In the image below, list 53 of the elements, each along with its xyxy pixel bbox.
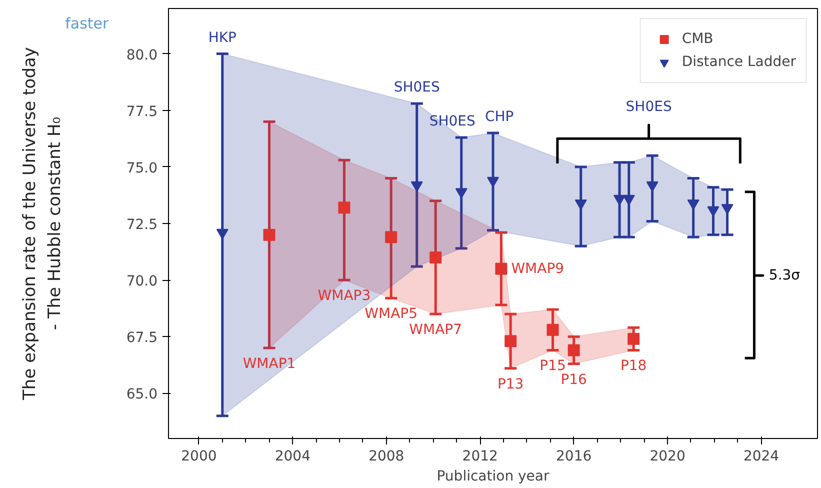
legend-label: Distance Ladder bbox=[682, 54, 796, 70]
y-tick-label: 80.0 bbox=[126, 47, 158, 64]
point bbox=[504, 335, 517, 348]
x-tick-label: 2024 bbox=[743, 448, 780, 464]
point bbox=[338, 202, 350, 214]
annotation: SH0ES bbox=[394, 80, 440, 96]
point bbox=[263, 228, 276, 241]
point bbox=[385, 231, 398, 244]
point bbox=[495, 262, 508, 275]
point bbox=[546, 324, 559, 336]
y-tick-label: 67.5 bbox=[126, 330, 158, 346]
x-tick-label: 2012 bbox=[462, 448, 498, 464]
point bbox=[430, 251, 442, 264]
x-axis-title: Publication year bbox=[436, 468, 550, 484]
point bbox=[687, 199, 700, 210]
annotation: WMAP9 bbox=[511, 260, 564, 277]
point bbox=[216, 228, 228, 240]
point bbox=[455, 188, 468, 199]
y-tick-label: 65.0 bbox=[126, 386, 158, 403]
annotation: SH0ES bbox=[626, 99, 672, 116]
point bbox=[628, 332, 640, 345]
point bbox=[646, 181, 658, 192]
x-tick-label: 2004 bbox=[274, 448, 311, 464]
x-tick-label: 2020 bbox=[650, 448, 686, 464]
point bbox=[568, 344, 580, 356]
annotation: WMAP7 bbox=[409, 322, 462, 338]
x-tick-label: 2008 bbox=[368, 448, 404, 464]
annotation: WMAP3 bbox=[318, 288, 371, 304]
y-tick-label: 72.5 bbox=[126, 217, 158, 233]
x-tick-label: 2016 bbox=[556, 448, 592, 464]
text: The expansion rate of the Universe today - The Hubble constant H₀ bbox=[20, 47, 65, 401]
point bbox=[410, 181, 423, 192]
annotation: P13 bbox=[497, 376, 524, 392]
y-tick-label: 77.5 bbox=[126, 104, 158, 120]
annotation: SH0ES bbox=[429, 114, 476, 130]
annotation: P18 bbox=[620, 358, 647, 374]
legend-label: CMB bbox=[682, 31, 714, 47]
annotation: HKP bbox=[208, 30, 236, 46]
point bbox=[622, 194, 635, 206]
annotation: P15 bbox=[540, 358, 566, 374]
annotation: WMAP5 bbox=[364, 306, 418, 322]
point bbox=[487, 176, 499, 188]
y-tick-label: 70.0 bbox=[126, 274, 158, 290]
annotation: P16 bbox=[560, 372, 588, 388]
point bbox=[614, 194, 626, 206]
text: faster bbox=[65, 14, 110, 33]
annotation: CHP bbox=[485, 108, 514, 125]
annotation: WMAP1 bbox=[242, 356, 296, 372]
x-tick-label: 2000 bbox=[181, 448, 217, 464]
y-tick-label: 75.0 bbox=[126, 160, 158, 176]
annotation: 5.3σ bbox=[768, 268, 800, 284]
point bbox=[574, 199, 587, 210]
point bbox=[721, 204, 734, 215]
